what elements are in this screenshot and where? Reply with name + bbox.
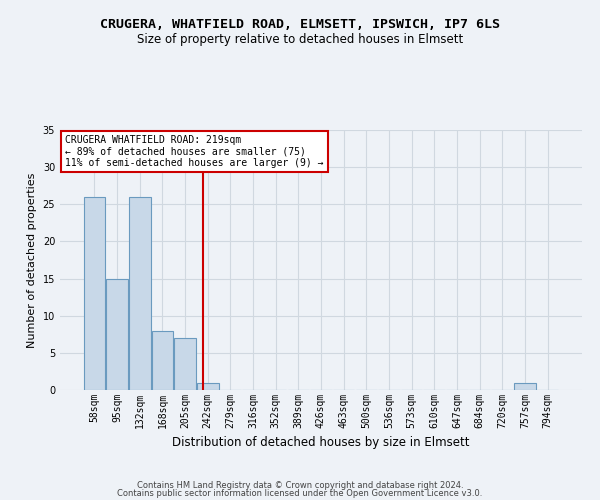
Bar [514,382,536,390]
Bar [175,338,196,390]
Bar [197,382,218,390]
Bar [152,330,173,390]
Text: Contains public sector information licensed under the Open Government Licence v3: Contains public sector information licen… [118,489,482,498]
Bar [106,278,128,390]
Bar [129,197,151,390]
Text: CRUGERA, WHATFIELD ROAD, ELMSETT, IPSWICH, IP7 6LS: CRUGERA, WHATFIELD ROAD, ELMSETT, IPSWIC… [100,18,500,30]
Text: Contains HM Land Registry data © Crown copyright and database right 2024.: Contains HM Land Registry data © Crown c… [137,480,463,490]
Text: Size of property relative to detached houses in Elmsett: Size of property relative to detached ho… [137,32,463,46]
Text: CRUGERA WHATFIELD ROAD: 219sqm
← 89% of detached houses are smaller (75)
11% of : CRUGERA WHATFIELD ROAD: 219sqm ← 89% of … [65,135,324,168]
Bar [84,197,105,390]
X-axis label: Distribution of detached houses by size in Elmsett: Distribution of detached houses by size … [172,436,470,450]
Y-axis label: Number of detached properties: Number of detached properties [27,172,37,348]
